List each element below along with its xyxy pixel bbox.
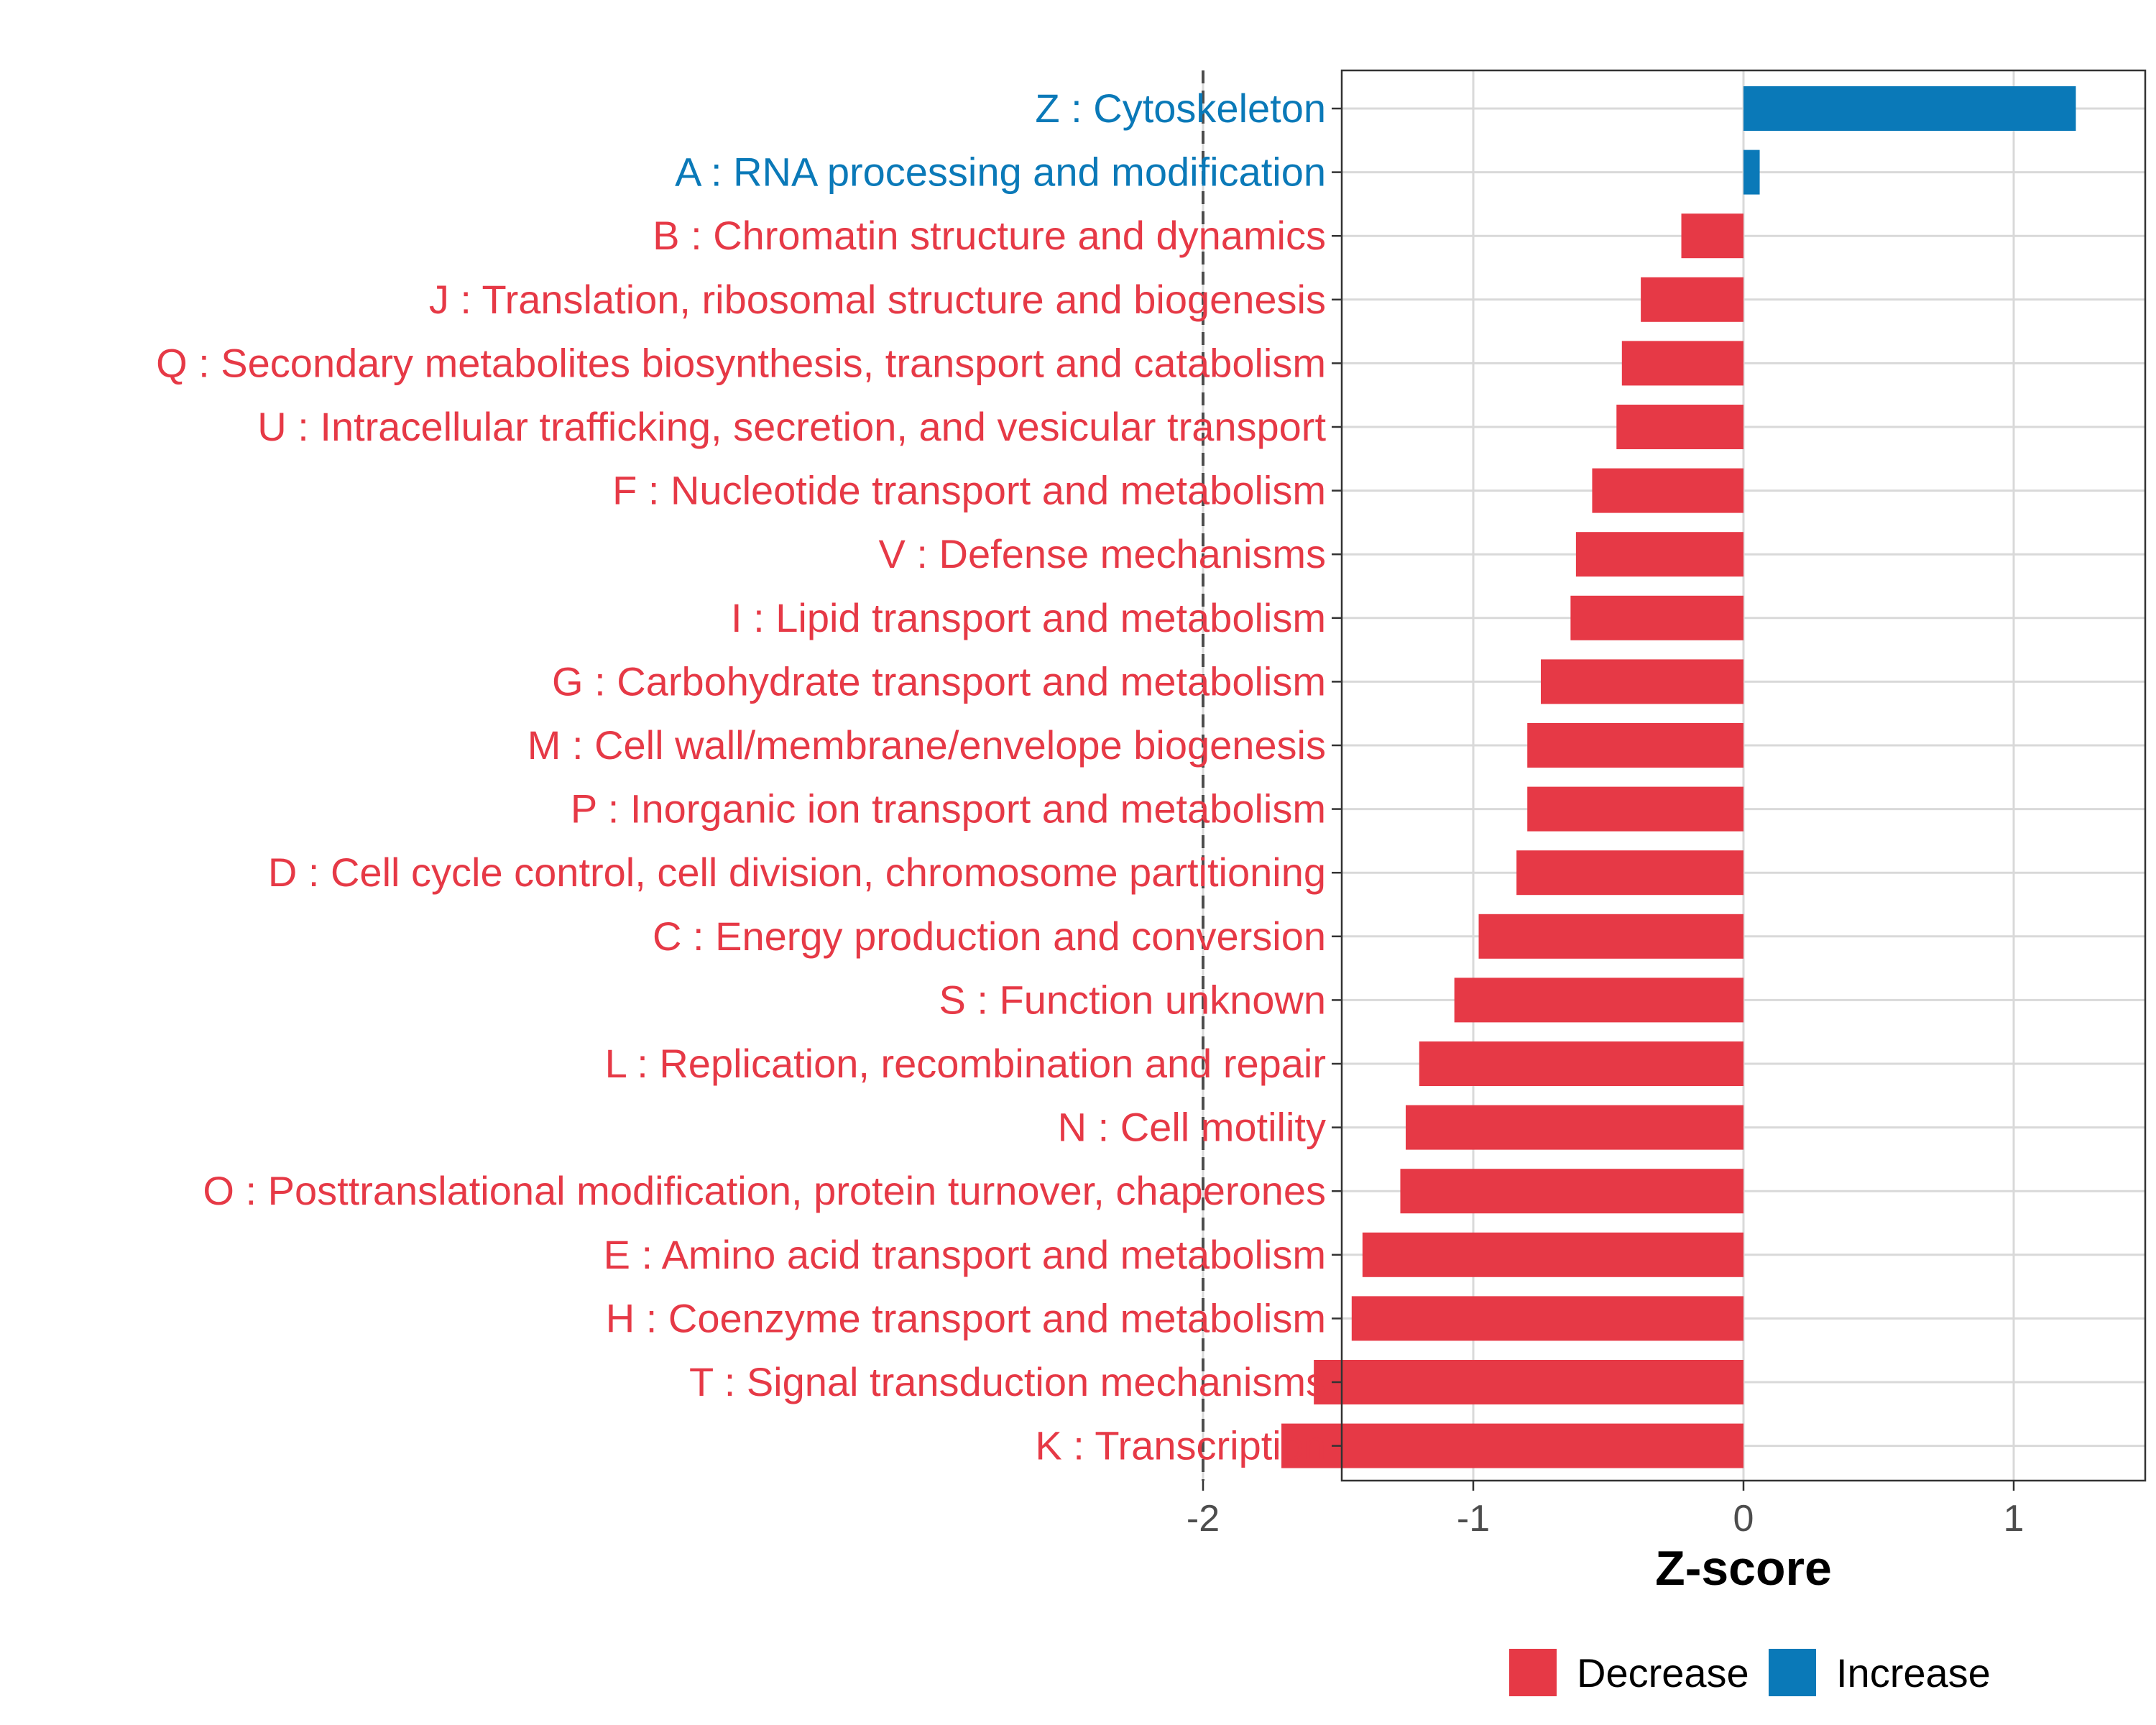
bar xyxy=(1743,86,2076,131)
bar xyxy=(1621,341,1743,386)
x-tick-label: 1 xyxy=(2004,1498,2024,1540)
legend-label-increase: Increase xyxy=(1836,1650,1991,1696)
bar xyxy=(1575,532,1743,577)
bar xyxy=(1616,405,1743,449)
legend-swatch-increase xyxy=(1769,1649,1816,1696)
bar xyxy=(1314,1360,1743,1404)
category-label: D : Cell cycle control, cell division, c… xyxy=(268,850,1326,895)
category-label: T : Signal transduction mechanisms xyxy=(689,1359,1326,1404)
category-label: U : Intracellular trafficking, secretion… xyxy=(257,404,1326,449)
x-tick-label: -1 xyxy=(1457,1498,1490,1540)
category-label: Q : Secondary metabolites biosynthesis, … xyxy=(156,340,1326,385)
category-label: O : Posttranslational modification, prot… xyxy=(203,1168,1326,1213)
category-label: J : Translation, ribosomal structure and… xyxy=(429,277,1326,322)
bar xyxy=(1362,1232,1743,1277)
category-label: F : Nucleotide transport and metabolism xyxy=(612,468,1326,513)
category-label: I : Lipid transport and metabolism xyxy=(731,595,1326,640)
category-label: A : RNA processing and modification xyxy=(675,150,1326,195)
category-label: Z : Cytoskeleton xyxy=(1035,86,1326,131)
category-label: V : Defense mechanisms xyxy=(879,531,1326,576)
bar xyxy=(1592,468,1743,513)
bar xyxy=(1527,786,1743,832)
category-label: N : Cell motility xyxy=(1058,1105,1326,1150)
x-tick-label: 0 xyxy=(1733,1498,1754,1540)
bar xyxy=(1478,914,1743,959)
y-axis-ticks xyxy=(1332,107,1342,1447)
category-label: K : Transcription xyxy=(1035,1423,1326,1468)
bar xyxy=(1351,1296,1743,1341)
legend-swatch-decrease xyxy=(1509,1649,1557,1696)
category-label: M : Cell wall/membrane/envelope biogenes… xyxy=(528,722,1326,768)
reference-lines xyxy=(1202,70,1204,1481)
x-axis-ticks: -2-1012 xyxy=(1187,1481,2024,1540)
bar xyxy=(1419,1041,1743,1086)
x-axis-title: Z-score xyxy=(1655,1541,1832,1596)
bar xyxy=(1681,213,1743,259)
y-axis-labels: Z : Cytoskeleton A : RNA processing and m… xyxy=(156,86,1326,1468)
category-label: H : Coenzyme transport and metabolism xyxy=(606,1295,1326,1340)
category-label: G : Carbohydrate transport and metabolis… xyxy=(552,658,1326,704)
bar xyxy=(1541,659,1743,704)
bar xyxy=(1570,595,1743,640)
category-label: E : Amino acid transport and metabolism xyxy=(604,1232,1326,1277)
bar xyxy=(1406,1105,1743,1150)
legend: Decrease Increase xyxy=(1509,1649,1991,1696)
bar xyxy=(1527,723,1743,768)
x-tick-label: -2 xyxy=(1187,1498,1220,1540)
bar xyxy=(1281,1423,1743,1468)
legend-label-decrease: Decrease xyxy=(1577,1650,1749,1696)
category-label: L : Replication, recombination and repai… xyxy=(605,1041,1326,1086)
bar xyxy=(1516,850,1743,896)
category-label: C : Energy production and conversion xyxy=(653,914,1326,959)
bar xyxy=(1454,978,1743,1023)
bars xyxy=(1281,86,2076,1468)
bar xyxy=(1641,277,1743,322)
category-label: S : Function unknown xyxy=(939,977,1326,1022)
category-label: B : Chromatin structure and dynamics xyxy=(653,213,1326,258)
bar xyxy=(1743,150,1760,195)
category-label: P : Inorganic ion transport and metaboli… xyxy=(571,786,1326,832)
bar xyxy=(1400,1169,1743,1214)
